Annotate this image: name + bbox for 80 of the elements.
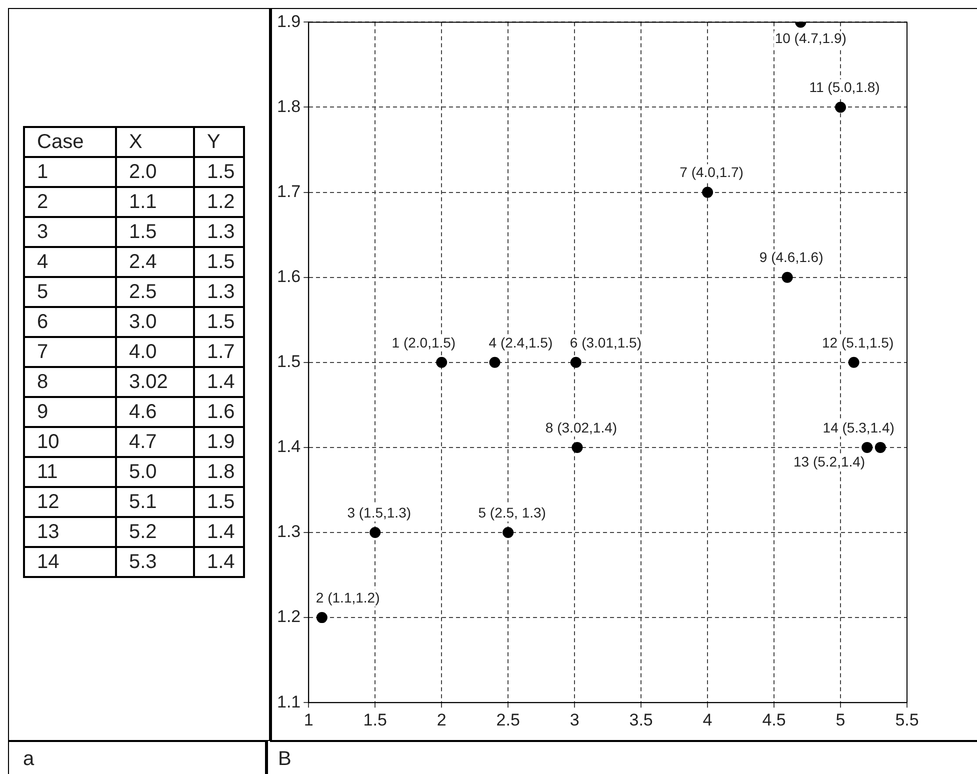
text: 1.7 xyxy=(194,337,244,367)
text: 4.6 xyxy=(116,397,194,427)
x-tick-label: 3 xyxy=(570,710,580,730)
x-tick-label: 4 xyxy=(702,710,712,730)
data-label: 4 (2.4,1.5) xyxy=(488,334,553,350)
text: 4.7 xyxy=(116,427,194,457)
data-label: 6 (3.01,1.5) xyxy=(570,334,642,350)
data-label: 5 (2.5, 1.3) xyxy=(478,504,546,520)
text: 1.8 xyxy=(194,457,244,487)
data-label: 7 (4.0,1.7) xyxy=(680,164,744,180)
text: 5.3 xyxy=(116,547,194,577)
data-label: 14 (5.3,1.4) xyxy=(822,419,894,436)
text: 1.1 xyxy=(116,187,194,217)
x-tick-label: 2.5 xyxy=(496,710,520,730)
text: 1.5 xyxy=(194,157,244,187)
data-label: 13 (5.2,1.4) xyxy=(794,453,866,470)
y-tick-label: 1.6 xyxy=(276,267,301,286)
text: 11 xyxy=(24,457,116,487)
text: 1.4 xyxy=(194,547,244,577)
x-tick-label: 5 xyxy=(836,710,846,730)
text: 4.0 xyxy=(116,337,194,367)
text: 4 xyxy=(24,247,116,277)
text: 1.2 xyxy=(194,187,244,217)
data-label: 9 (4.6,1.6) xyxy=(759,249,824,266)
text: 12 xyxy=(24,487,116,517)
text: 2.4 xyxy=(116,247,194,277)
text: 3.02 xyxy=(116,367,194,397)
text: 1.3 xyxy=(194,277,244,307)
data-label: 12 (5.1,1.5) xyxy=(822,334,894,350)
y-tick-label: 1.9 xyxy=(276,12,301,31)
data-label: 3 (1.5,1.3) xyxy=(347,504,412,520)
text: 1.9 xyxy=(194,427,244,457)
text: 10 xyxy=(24,427,116,457)
text: a xyxy=(8,740,268,774)
text: B xyxy=(270,740,977,774)
text: X xyxy=(116,127,194,157)
text: 9 xyxy=(24,397,116,427)
text: 2 xyxy=(24,187,116,217)
text: 3.0 xyxy=(116,307,194,337)
y-tick-label: 1.5 xyxy=(276,352,301,372)
text: 5.1 xyxy=(116,487,194,517)
text: 1.5 xyxy=(194,247,244,277)
text: 1.6 xyxy=(194,397,244,427)
x-tick-label: 3.5 xyxy=(629,710,653,730)
text: 6 xyxy=(24,307,116,337)
text: 1 xyxy=(24,157,116,187)
text: 3 xyxy=(24,217,116,247)
text: 1.5 xyxy=(194,307,244,337)
x-tick-label: 2 xyxy=(436,710,446,730)
x-tick-label: 5.5 xyxy=(895,710,919,730)
text: 7 xyxy=(24,337,116,367)
x-tick-label: 4.5 xyxy=(762,710,786,730)
data-label: 1 (2.0,1.5) xyxy=(392,334,456,350)
x-tick-label: 1 xyxy=(304,710,314,730)
text: 1.5 xyxy=(116,217,194,247)
text: Case xyxy=(24,127,116,157)
text: 1.4 xyxy=(194,367,244,397)
y-tick-label: 1.8 xyxy=(276,96,301,116)
text: 5 xyxy=(24,277,116,307)
data-label: 11 (5.0,1.8) xyxy=(809,79,880,96)
text: 14 xyxy=(24,547,116,577)
text: 1.4 xyxy=(194,517,244,547)
text: 5.0 xyxy=(116,457,194,487)
text: 8 xyxy=(24,367,116,397)
data-label: 2 (1.1,1.2) xyxy=(316,589,380,606)
data-label: 10 (4.7,1.9) xyxy=(774,30,846,46)
x-tick-label: 1.5 xyxy=(363,710,387,730)
data-label: 8 (3.02,1.4) xyxy=(545,419,618,436)
y-tick-label: 1.1 xyxy=(276,692,301,712)
text: Y xyxy=(194,127,244,157)
text: 2.0 xyxy=(116,157,194,187)
text: 13 xyxy=(24,517,116,547)
y-tick-label: 1.7 xyxy=(276,182,301,201)
y-tick-label: 1.2 xyxy=(276,607,301,626)
y-tick-label: 1.4 xyxy=(276,437,301,456)
text: 1.3 xyxy=(194,217,244,247)
text: 5.2 xyxy=(116,517,194,547)
y-tick-label: 1.3 xyxy=(276,522,301,542)
text: 1.5 xyxy=(194,487,244,517)
text: 2.5 xyxy=(116,277,194,307)
